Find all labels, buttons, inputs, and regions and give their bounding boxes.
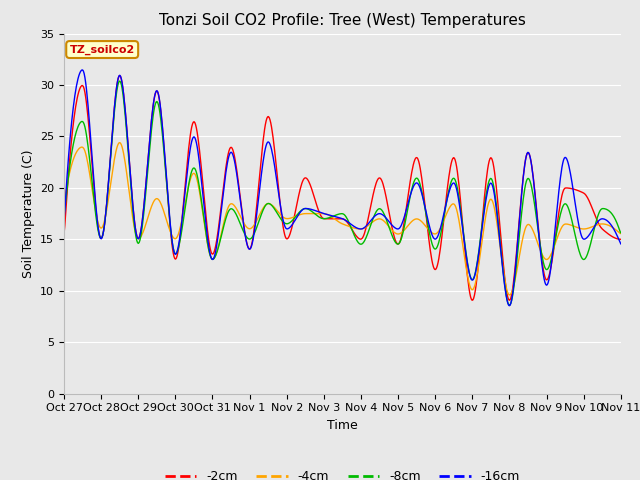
Y-axis label: Soil Temperature (C): Soil Temperature (C): [22, 149, 35, 278]
Legend: -2cm, -4cm, -8cm, -16cm: -2cm, -4cm, -8cm, -16cm: [160, 465, 525, 480]
Title: Tonzi Soil CO2 Profile: Tree (West) Temperatures: Tonzi Soil CO2 Profile: Tree (West) Temp…: [159, 13, 526, 28]
X-axis label: Time: Time: [327, 419, 358, 432]
Text: TZ_soilco2: TZ_soilco2: [70, 44, 135, 55]
